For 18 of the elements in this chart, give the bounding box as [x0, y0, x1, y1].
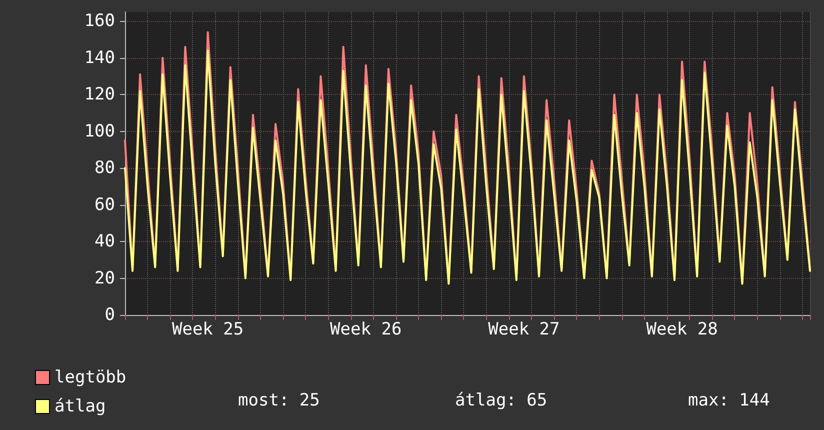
y-tick-label: 40 [94, 232, 115, 252]
y-tick-label: 60 [94, 194, 115, 215]
text: átlag: 65 [455, 390, 548, 410]
y-tick-label: 140 [84, 48, 115, 68]
text: max: 144 [688, 390, 770, 410]
y-tick-label: 0 [104, 305, 115, 325]
y-tick-label: 100 [84, 121, 115, 142]
legend-label: átlag [54, 396, 106, 416]
y-tick-label: 20 [94, 268, 115, 288]
y-tick-label: 80 [94, 158, 115, 178]
text: most: 25 [238, 390, 320, 410]
y-tick-label: 160 [84, 11, 115, 32]
y-tick-label: 120 [84, 84, 115, 105]
x-tick-label: Week 27 [488, 320, 560, 340]
x-tick-label: Week 26 [330, 320, 402, 340]
x-tick-label: Week 28 [646, 320, 718, 340]
x-tick-label: Week 25 [172, 320, 244, 340]
legend-label: legtöbb [54, 368, 126, 388]
